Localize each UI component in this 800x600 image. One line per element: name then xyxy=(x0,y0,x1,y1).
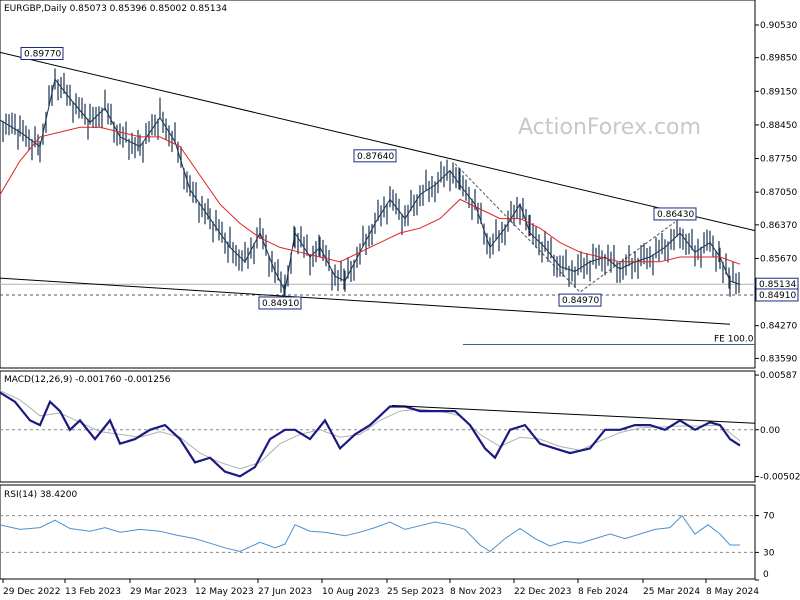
price-trendline xyxy=(0,277,731,325)
price-tick-label: 0.83590 xyxy=(760,354,797,364)
price-bars xyxy=(0,68,740,306)
current-price-tag: 0.85134 xyxy=(759,280,796,290)
rsi-panel-frame xyxy=(0,484,756,580)
price-tick-label: 0.87050 xyxy=(760,188,797,198)
rsi-layer: 70 30 0 xyxy=(0,512,775,581)
fe-label: FE 100.0 xyxy=(714,334,754,344)
macd-signal-series xyxy=(0,390,741,470)
x-tick-label: 25 Mar 2024 xyxy=(643,587,700,597)
annotation-label: 0.89770 xyxy=(24,49,61,59)
chart-header: EURGBP,Daily 0.85073 0.85396 0.85002 0.8… xyxy=(4,4,227,14)
x-tick-label: 29 Dec 2022 xyxy=(3,587,61,597)
macd-tick-label: -0.005021 xyxy=(760,473,800,483)
macd-panel-frame xyxy=(0,370,756,483)
price-tick-label: 0.86370 xyxy=(760,221,797,231)
x-tick-label: 8 May 2024 xyxy=(706,587,759,597)
macd-layer: 0.00587 0.00 -0.005021 xyxy=(0,371,800,483)
rsi-title: RSI(14) 38.4200 xyxy=(4,490,77,500)
rsi-tick-label: 70 xyxy=(763,512,775,522)
x-axis: 29 Dec 2022 13 Feb 2023 29 Mar 2023 12 May … xyxy=(2,579,759,597)
price-panel-frame xyxy=(0,0,756,369)
macd-title: MACD(12,26,9) -0.001760 -0.001256 xyxy=(4,375,171,385)
watermark: ActionForex.com xyxy=(518,115,701,140)
annotation-box xyxy=(653,207,697,221)
price-tick-label: 0.85670 xyxy=(760,254,797,264)
price-tick-label: 0.88450 xyxy=(760,121,797,131)
x-tick-label: 25 Sep 2023 xyxy=(387,587,444,597)
price-tick-label: 0.89850 xyxy=(760,54,797,64)
x-tick-label: 22 Dec 2023 xyxy=(514,587,572,597)
macd-series xyxy=(0,391,741,478)
annotation-label: 0.87640 xyxy=(357,152,394,162)
price-trendline xyxy=(0,51,756,232)
x-tick-label: 8 Feb 2024 xyxy=(578,587,629,597)
annotation-box xyxy=(558,293,602,307)
projection-line xyxy=(454,163,676,293)
annotation-label: 0.84910 xyxy=(262,299,299,309)
support-price-tag: 0.84910 xyxy=(759,291,796,301)
annotation-box xyxy=(258,296,302,310)
macd-tick-label: 0.00 xyxy=(760,426,780,436)
price-layer: 0.90530 0.89850 0.89150 0.88450 0.87750 0.870… xyxy=(0,21,799,364)
annotation-box xyxy=(353,149,397,163)
annotation-label: 0.86430 xyxy=(657,210,694,220)
annotation-label: 0.84970 xyxy=(562,296,599,306)
price-tick-label: 0.90530 xyxy=(760,21,797,31)
x-tick-label: 10 Aug 2023 xyxy=(322,587,380,597)
rsi-tick-label: 30 xyxy=(763,548,775,558)
x-tick-label: 29 Mar 2023 xyxy=(130,587,187,597)
sma-series xyxy=(0,126,741,265)
x-tick-label: 27 Jun 2023 xyxy=(258,587,312,597)
x-tick-label: 13 Feb 2023 xyxy=(65,587,121,597)
rsi-tick-label: 0 xyxy=(763,570,769,580)
x-tick-label: 8 Nov 2023 xyxy=(450,587,502,597)
rsi-series xyxy=(0,514,740,553)
macd-tick-label: 0.00587 xyxy=(760,371,797,381)
macd-trendline xyxy=(391,405,756,424)
price-tick-label: 0.87750 xyxy=(760,155,797,165)
x-tick-label: 12 May 2023 xyxy=(195,587,254,597)
price-tick-label: 0.89150 xyxy=(760,87,797,97)
price-tick-label: 0.84270 xyxy=(760,322,797,332)
support-price-tag-box xyxy=(755,288,799,302)
annotation-box xyxy=(20,46,64,60)
